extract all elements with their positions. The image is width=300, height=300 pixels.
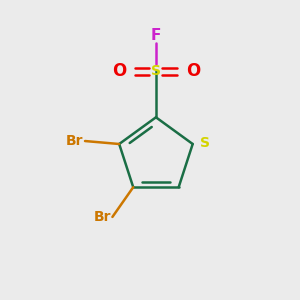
Text: Br: Br [66,134,83,148]
Text: Br: Br [93,210,111,224]
Text: O: O [112,62,126,80]
Text: F: F [151,28,161,43]
Text: O: O [186,62,200,80]
Text: S: S [200,136,210,149]
Text: S: S [151,64,161,78]
